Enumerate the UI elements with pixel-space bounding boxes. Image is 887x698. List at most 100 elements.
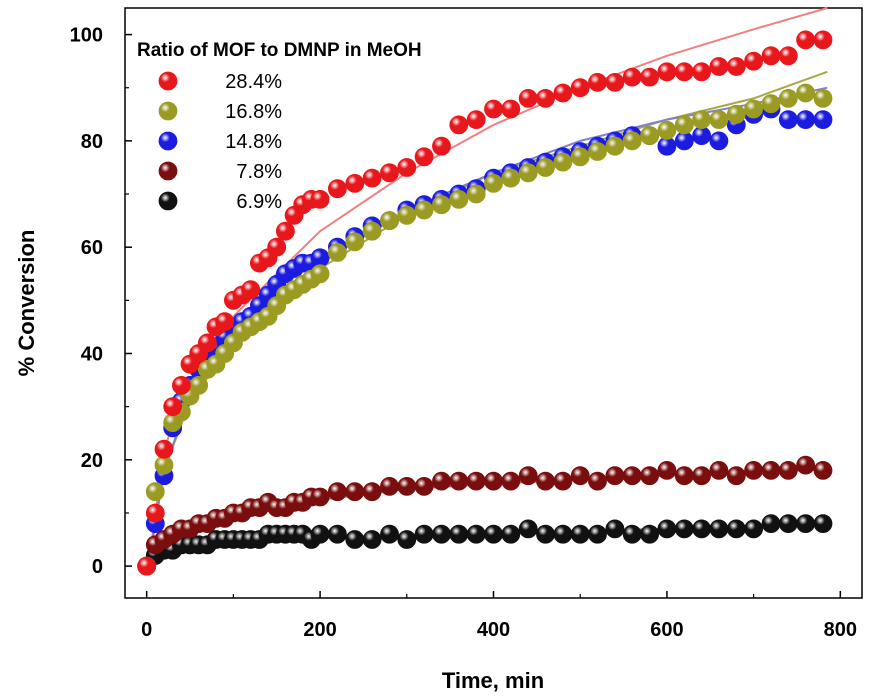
x-axis-title: Time, min — [442, 668, 544, 693]
data-point — [536, 471, 555, 491]
data-point — [327, 243, 347, 262]
data-point — [215, 312, 235, 332]
data-point — [449, 189, 469, 209]
data-point — [275, 221, 295, 241]
data-point — [588, 524, 607, 544]
data-point — [553, 152, 573, 172]
data-point — [449, 115, 469, 135]
y-tick-label: 60 — [81, 237, 103, 259]
data-point — [622, 524, 642, 544]
data-point — [553, 83, 573, 103]
data-point — [501, 99, 521, 119]
data-point — [813, 89, 833, 108]
data-point — [380, 476, 399, 496]
data-point — [154, 439, 174, 459]
data-point — [432, 524, 451, 544]
data-point — [726, 466, 746, 486]
data-point — [189, 375, 209, 395]
data-point — [362, 168, 382, 188]
data-point — [761, 46, 781, 66]
data-point — [622, 67, 642, 87]
data-point — [345, 482, 365, 502]
data-point — [761, 460, 781, 480]
data-point — [796, 455, 815, 475]
legend-label: 14.8% — [225, 131, 282, 153]
y-tick-label: 20 — [81, 450, 103, 472]
data-point — [813, 110, 833, 129]
data-point — [466, 110, 486, 129]
data-point — [267, 237, 287, 257]
legend-marker — [158, 101, 178, 121]
data-point — [380, 211, 399, 231]
x-tick-label: 200 — [303, 619, 336, 641]
data-point — [674, 519, 694, 539]
data-point — [241, 280, 261, 300]
data-point — [518, 89, 538, 108]
data-point — [345, 530, 365, 549]
data-point — [310, 524, 330, 544]
data-point — [796, 83, 815, 103]
data-point — [605, 519, 625, 539]
data-point — [570, 147, 590, 167]
legend-marker — [158, 191, 178, 211]
data-point — [518, 519, 538, 539]
data-point — [310, 189, 330, 209]
data-point — [397, 205, 417, 225]
data-point — [137, 556, 157, 576]
data-point — [657, 136, 677, 156]
data-point — [536, 89, 555, 108]
data-point — [362, 482, 382, 502]
data-point — [674, 115, 694, 135]
data-point — [501, 524, 521, 544]
data-point — [709, 110, 729, 129]
legend-label: 16.8% — [225, 101, 282, 123]
data-point — [778, 514, 798, 533]
data-point — [145, 482, 165, 502]
axes: 0 200 400 600 800 0 20 40 60 80 100 — [70, 25, 857, 641]
x-tick-label: 400 — [477, 619, 510, 641]
data-point — [310, 487, 330, 507]
data-point — [501, 471, 521, 491]
data-point — [726, 104, 746, 124]
data-point — [570, 466, 590, 486]
data-point — [310, 248, 330, 268]
data-point — [449, 524, 469, 544]
data-point — [692, 110, 711, 129]
data-point — [553, 471, 573, 491]
legend-marker — [158, 161, 178, 181]
data-point — [466, 184, 486, 204]
data-point — [640, 126, 659, 146]
data-point — [362, 530, 382, 549]
data-point — [518, 163, 538, 183]
data-point — [778, 89, 798, 108]
data-point — [709, 519, 729, 539]
legend-marker — [158, 131, 178, 151]
y-tick-label: 40 — [81, 343, 103, 365]
legend-marker — [158, 71, 178, 91]
data-point — [553, 524, 573, 544]
data-point — [796, 514, 815, 533]
y-axis-title: % Conversion — [14, 230, 39, 377]
y-tick-label: 80 — [81, 131, 103, 153]
data-point — [536, 524, 555, 544]
data-point — [310, 264, 330, 284]
y-tick-label: 100 — [70, 25, 103, 47]
data-point — [657, 460, 677, 480]
data-point — [813, 514, 833, 533]
data-point — [432, 471, 451, 491]
data-point — [380, 524, 399, 544]
data-point — [692, 126, 711, 146]
data-point — [397, 158, 417, 177]
data-point — [414, 524, 434, 544]
data-point — [345, 173, 365, 193]
data-point — [414, 200, 434, 220]
data-point — [657, 120, 677, 140]
data-point — [327, 524, 347, 544]
data-point — [796, 110, 815, 129]
data-point — [605, 466, 625, 486]
data-point — [622, 131, 642, 151]
data-point — [397, 476, 417, 496]
data-point — [813, 460, 833, 480]
data-point — [345, 232, 365, 252]
